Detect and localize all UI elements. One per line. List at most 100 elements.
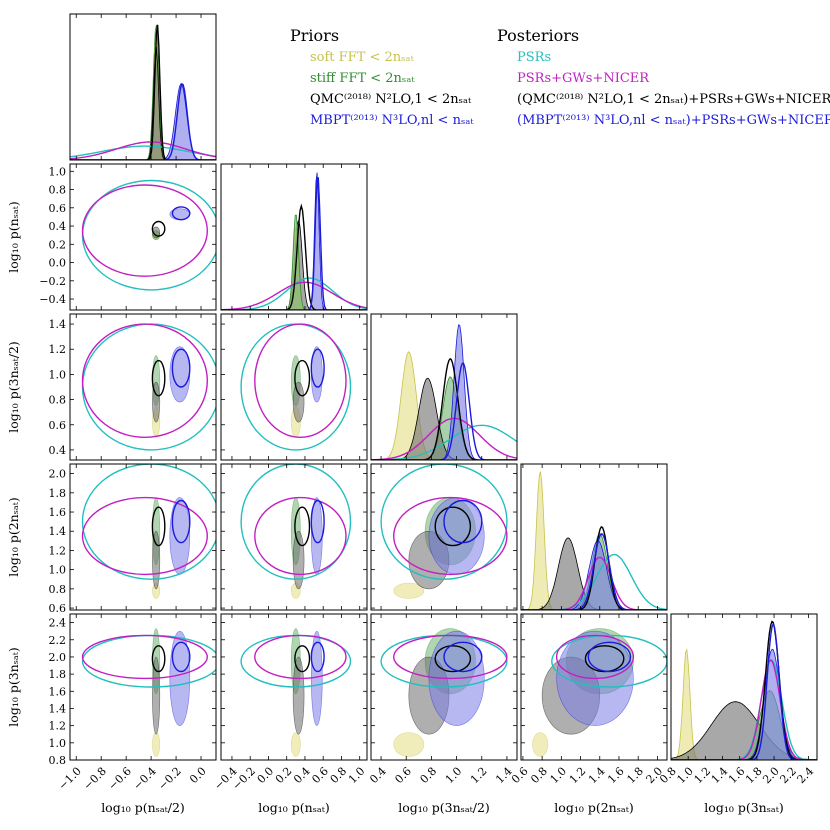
region-mbptpost bbox=[587, 641, 632, 673]
marginal-fill-mbpt bbox=[521, 540, 667, 610]
region-pgn bbox=[254, 323, 347, 439]
panel-content bbox=[380, 464, 508, 599]
marginal-line-qmcpost bbox=[221, 203, 367, 310]
marginal-line-mbptpost bbox=[70, 82, 216, 160]
x-tick-label: −0.2 bbox=[156, 765, 184, 793]
panel-p3-p3: 0.81.01.21.41.61.82.02.22.4 bbox=[657, 613, 818, 786]
region-pgn bbox=[392, 496, 508, 576]
y-tick-label: 1.8 bbox=[49, 668, 67, 681]
region-qmcpost bbox=[151, 359, 166, 397]
region-qmcpost bbox=[434, 645, 472, 673]
panel-content bbox=[240, 323, 352, 451]
panel-p05-p3: −1.0−0.8−0.6−0.4−0.2 0.0 0.8 1.0 1.2 1.4 1.6 1.… bbox=[49, 613, 217, 793]
panel-content bbox=[81, 628, 216, 757]
marginal-line-pgn bbox=[671, 659, 817, 760]
region-qmcpost bbox=[151, 506, 166, 547]
region-mbptpost bbox=[310, 641, 325, 673]
y-tick-label: 1.2 bbox=[49, 720, 67, 733]
region-qmc bbox=[292, 656, 305, 735]
panel-content bbox=[240, 464, 352, 599]
marginal-line-pgn bbox=[70, 141, 216, 160]
x-tick-label: 1.0 bbox=[346, 765, 368, 787]
x-tick-label: 1.6 bbox=[605, 765, 627, 787]
x-tick-label: 0.8 bbox=[528, 765, 550, 787]
panel-p2-p3: 0.60.81.01.21.41.61.82.0 bbox=[509, 613, 668, 787]
region-mbpt bbox=[310, 630, 323, 726]
region-soft bbox=[152, 732, 161, 757]
marginal-line-mbptpost bbox=[371, 362, 517, 460]
panel-content bbox=[81, 464, 216, 599]
x-tick-label: 0.0 bbox=[255, 765, 277, 787]
marginal-line-qmcpost bbox=[671, 620, 817, 760]
panel-p15-p15 bbox=[370, 313, 518, 461]
panel-p15-p2 bbox=[370, 463, 518, 611]
x-tick-label: 0.6 bbox=[392, 765, 414, 787]
y-tick-label: 1.8 bbox=[49, 487, 67, 500]
region-soft bbox=[393, 582, 425, 599]
x-tick-label: 0.0 bbox=[187, 765, 209, 787]
legend-posterior-pgn: PSRs+GWs+NICER bbox=[517, 71, 650, 86]
marginal-fill-mbpt bbox=[70, 83, 216, 160]
panel-frame bbox=[370, 613, 518, 761]
region-pgn bbox=[81, 184, 208, 277]
region-qmcpost bbox=[151, 645, 166, 673]
panel-frame bbox=[69, 163, 217, 311]
y-tick-label: 0.2 bbox=[49, 238, 67, 251]
y-tick-label: 0.6 bbox=[49, 602, 67, 615]
y-tick-label: 0.6 bbox=[49, 419, 67, 432]
y-tick-label: 2.0 bbox=[49, 651, 67, 664]
panel-frame bbox=[520, 463, 668, 611]
y-axis-label-p1: log₁₀ p(nₛₐₜ) bbox=[6, 201, 21, 272]
x-tick-label: 1.0 bbox=[548, 765, 570, 787]
panel-p15-p3: 0.4 0.6 0.8 1.0 1.2 1.4 bbox=[367, 613, 518, 787]
y-tick-label: 1.0 bbox=[49, 564, 67, 577]
region-mbptpost bbox=[171, 641, 191, 673]
region-mbptpost bbox=[310, 348, 325, 388]
x-axis-label-p2: log₁₀ p(2nₛₐₜ) bbox=[554, 800, 633, 815]
panel-content bbox=[221, 172, 367, 310]
legend-prior-qmc: QMC⁽²⁰¹⁸⁾ N²LO,1 < 2nₛₐₜ bbox=[310, 92, 472, 107]
x-tick-label: −0.8 bbox=[81, 765, 109, 793]
region-mbpt bbox=[169, 630, 191, 726]
x-axis-label-p3: log₁₀ p(3nₛₐₜ) bbox=[704, 800, 783, 815]
x-tick-label: 1.0 bbox=[443, 765, 465, 787]
y-tick-label: 0.0 bbox=[49, 257, 67, 270]
y-tick-label: 0.4 bbox=[49, 444, 67, 457]
panel-content bbox=[671, 620, 817, 760]
y-tick-label: 0.8 bbox=[49, 184, 67, 197]
panel-frame bbox=[69, 13, 217, 161]
y-tick-label: 0.4 bbox=[49, 220, 67, 233]
y-tick-label: 1.6 bbox=[49, 506, 67, 519]
region-pgn bbox=[254, 496, 347, 576]
panel-frame bbox=[69, 463, 217, 611]
panel-frame bbox=[69, 613, 217, 761]
y-tick-label: 2.0 bbox=[49, 468, 67, 481]
legend: Priors Posteriors soft FFT < 2nₛₐₜ stiff … bbox=[290, 26, 830, 128]
region-psr bbox=[551, 634, 667, 688]
marginal-line-psr bbox=[671, 659, 817, 760]
region-pgn bbox=[81, 634, 208, 680]
region-soft bbox=[532, 732, 549, 757]
region-qmcpost bbox=[294, 506, 311, 547]
y-axis-label-p2: log₁₀ p(2nₛₐₜ) bbox=[6, 497, 21, 576]
y-tick-label: 0.8 bbox=[49, 754, 67, 767]
panel-p2-p2 bbox=[520, 463, 668, 611]
x-tick-label: 0.4 bbox=[367, 765, 389, 787]
panel-frame bbox=[670, 613, 818, 761]
legend-posterior-mbptpost: (MBPT⁽²⁰¹³⁾ N³LO,nl < nₛₐₜ)+PSRs+GWs+NIC… bbox=[517, 113, 830, 128]
panel-p05-p1: −0.4 −0.2 0.0 0.2 0.4 0.6 0.8 1.0 bbox=[39, 163, 217, 311]
x-tick-label: 0.8 bbox=[328, 765, 350, 787]
marginal-fill-soft bbox=[371, 351, 517, 460]
panel-content bbox=[371, 324, 517, 460]
region-qmcpost bbox=[294, 645, 311, 673]
panel-p05-p15: 0.4 0.6 0.8 1.0 1.2 1.4 bbox=[49, 313, 217, 461]
y-tick-label: 0.8 bbox=[49, 394, 67, 407]
legend-priors-title: Priors bbox=[290, 26, 339, 45]
region-soft bbox=[290, 732, 301, 757]
legend-posterior-psr: PSRs bbox=[517, 50, 551, 65]
region-qmcpost bbox=[434, 506, 472, 547]
x-axis-label-p1: log₁₀ p(nₛₐₜ) bbox=[258, 800, 329, 815]
y-tick-label: 0.8 bbox=[49, 583, 67, 596]
x-tick-label: 1.2 bbox=[468, 765, 490, 787]
